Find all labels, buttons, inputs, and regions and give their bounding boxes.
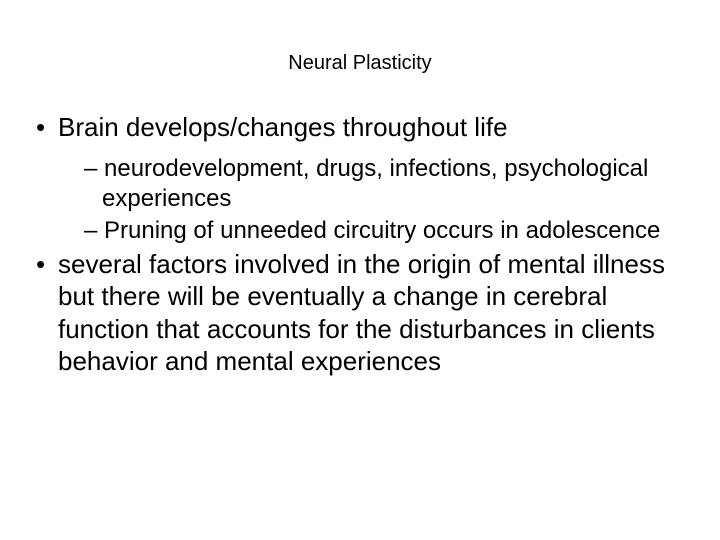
slide-title: Neural Plasticity bbox=[0, 0, 720, 111]
bullet-level2: – neurodevelopment, drugs, infections, p… bbox=[32, 154, 680, 214]
bullet-level1: Brain develops/changes throughout life bbox=[32, 111, 680, 144]
bullet-level2: – Pruning of unneeded circuitry occurs i… bbox=[32, 216, 680, 246]
bullet-level1: several factors involved in the origin o… bbox=[32, 248, 680, 378]
slide-body: Brain develops/changes throughout life –… bbox=[0, 111, 720, 378]
slide: Neural Plasticity Brain develops/changes… bbox=[0, 0, 720, 540]
